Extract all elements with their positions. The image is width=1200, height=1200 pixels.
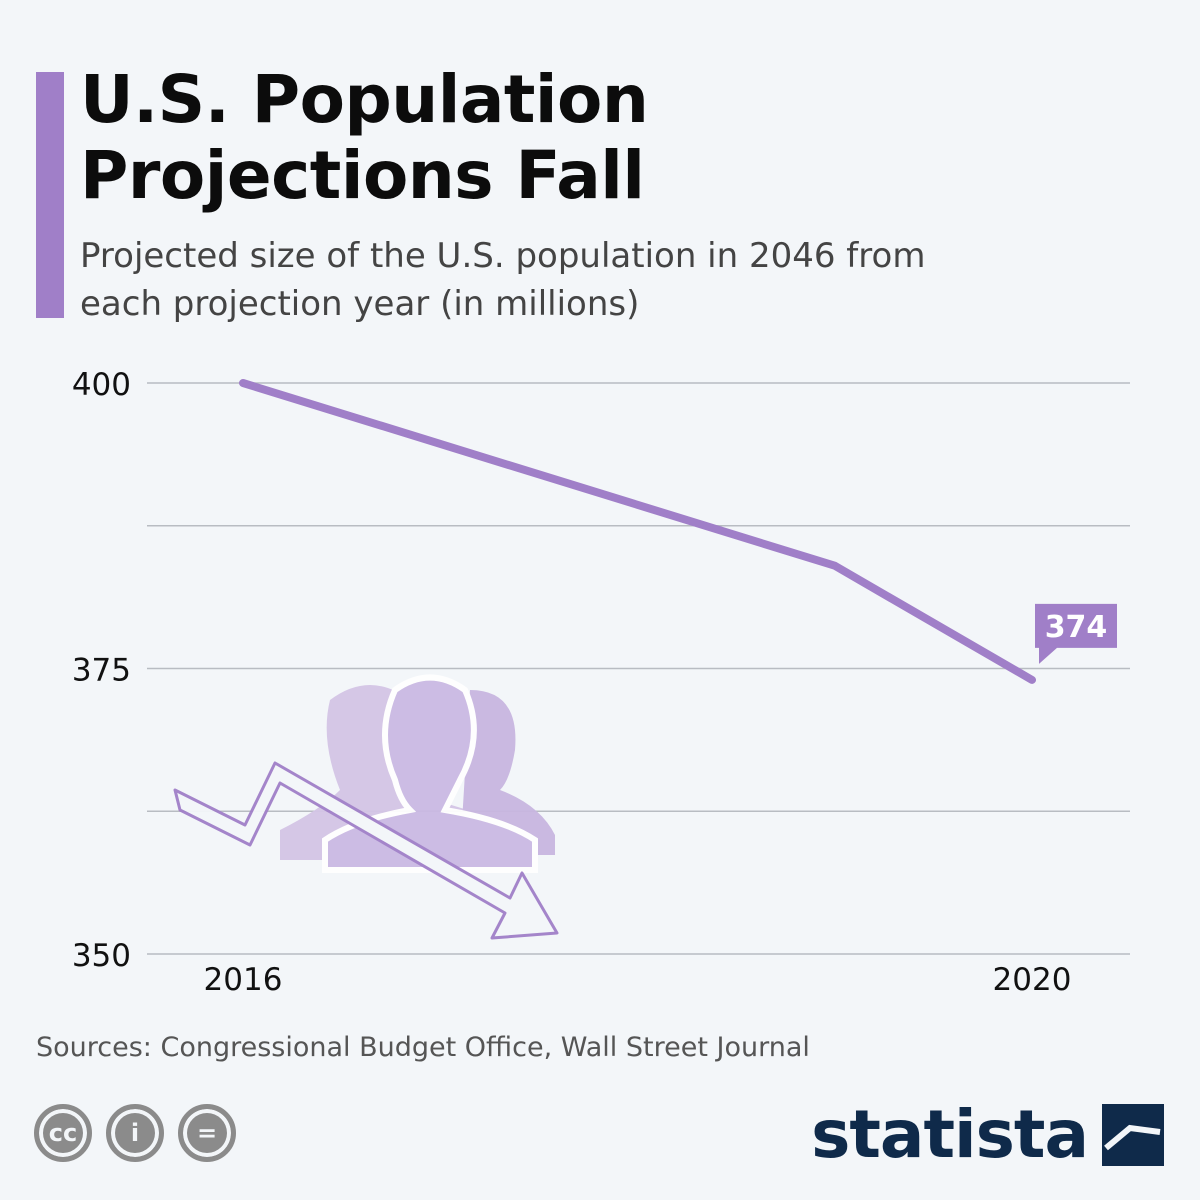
- title-accent-bar: [36, 72, 64, 318]
- attribution-icon[interactable]: i: [106, 1104, 164, 1162]
- x-tick-label: 2016: [204, 962, 283, 998]
- license-icons: cc i =: [34, 1104, 236, 1162]
- gridlines: [147, 382, 1130, 955]
- y-tick-label: 350: [72, 938, 131, 974]
- cc-icon[interactable]: cc: [34, 1104, 92, 1162]
- chart-subtitle: Projected size of the U.S. population in…: [80, 236, 926, 324]
- series-line-path: [239, 379, 1036, 684]
- brand-name: statista: [811, 1096, 1089, 1173]
- x-tick-label: 2020: [993, 962, 1072, 998]
- people-decline-icon: [173, 674, 559, 940]
- statista-brand[interactable]: statista: [811, 1100, 1164, 1170]
- y-tick-label: 400: [72, 367, 131, 403]
- page-title: U.S. Population Projections Fall: [80, 61, 649, 214]
- y-tick-label: 375: [72, 653, 131, 689]
- callout-box: [1035, 603, 1117, 664]
- title-line-1: U.S. Population: [80, 61, 649, 138]
- statista-logo-icon: [1102, 1104, 1164, 1166]
- series-line: [239, 379, 1036, 684]
- callout-label: 374: [1045, 610, 1108, 645]
- title-line-2: Projections Fall: [80, 137, 645, 214]
- value-callout: 374: [1035, 603, 1117, 664]
- axis-labels: 350 375 400 2016 2020: [72, 367, 1072, 998]
- no-derivatives-icon[interactable]: =: [178, 1104, 236, 1162]
- sources-note: Sources: Congressional Budget Office, Wa…: [36, 1032, 810, 1063]
